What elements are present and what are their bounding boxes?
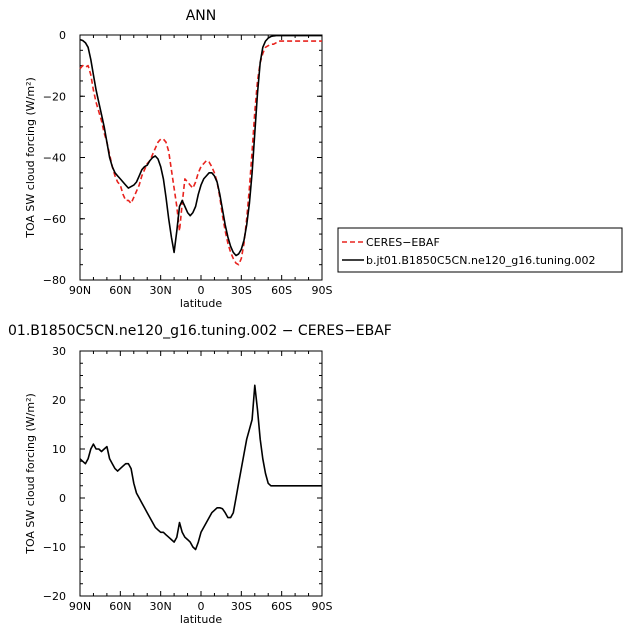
x-tick-label: 60S: [271, 284, 292, 297]
x-axis-label: latitude: [180, 613, 222, 626]
plot-frame-1: [79, 34, 323, 281]
y-tick-label: −20: [43, 90, 66, 103]
y-tick-label: 10: [52, 443, 66, 456]
x-tick-label: 90N: [69, 284, 91, 297]
series-line-1-2: [79, 34, 322, 257]
y-tick-label: −10: [43, 541, 66, 554]
x-tick-label: 60S: [271, 600, 292, 613]
legend-box: [337, 227, 623, 273]
x-axis-label: latitude: [180, 297, 222, 310]
x-tick-label: 30N: [150, 600, 172, 613]
y-tick-label: 0: [59, 492, 66, 505]
y-tick-label: −60: [43, 213, 66, 226]
y-tick-label: 30: [52, 345, 66, 358]
x-tick-label: 90S: [312, 284, 333, 297]
y-tick-label: −40: [43, 152, 66, 165]
x-tick-label: 90S: [312, 600, 333, 613]
chart-title-2: 01.B1850C5CN.ne120_g16.tuning.002 − CERE…: [8, 323, 392, 339]
y-tick-label: 20: [52, 394, 66, 407]
y-tick-label: −80: [43, 274, 66, 287]
legend-label-1: CERES−EBAF: [366, 236, 440, 249]
series-line-1-1: [79, 40, 322, 266]
x-tick-label: 30N: [150, 284, 172, 297]
x-tick-label: 0: [198, 600, 205, 613]
legend-label-2: b.jt01.B1850C5CN.ne120_g16.tuning.002: [366, 254, 595, 267]
y-tick-label: 0: [59, 29, 66, 42]
series-line-2-1: [79, 384, 322, 551]
chart-title-1: ANN: [186, 8, 217, 24]
x-tick-label: 0: [198, 284, 205, 297]
y-axis-label: TOA SW cloud forcing (W/m²): [24, 77, 37, 239]
x-tick-label: 60N: [109, 284, 131, 297]
plot-frame-2: [79, 350, 323, 597]
x-tick-label: 60N: [109, 600, 131, 613]
y-axis-label: TOA SW cloud forcing (W/m²): [24, 393, 37, 555]
x-tick-label: 30S: [231, 284, 252, 297]
x-tick-label: 30S: [231, 600, 252, 613]
y-tick-label: −20: [43, 590, 66, 603]
x-tick-label: 90N: [69, 600, 91, 613]
